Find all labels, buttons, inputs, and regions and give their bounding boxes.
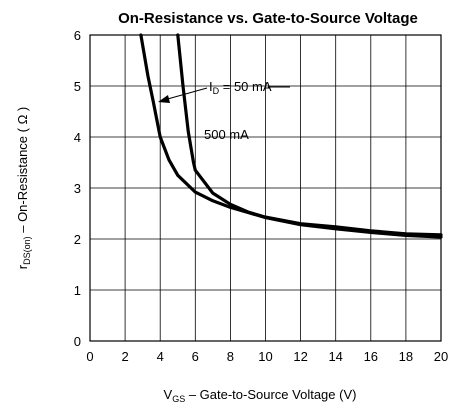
annotation-arrow-line [163,87,208,101]
y-tick-label: 6 [74,28,81,43]
annotation-label-rest: = 50 mA [219,79,272,94]
y-tick-label: 1 [74,283,81,298]
x-axis-label-main: V [164,387,173,402]
x-tick-labels: 0 2 4 6 8 10 12 14 16 18 20 [86,349,448,364]
x-tick-label: 20 [434,349,448,364]
annotation-label-main: I [209,79,213,94]
y-axis-label-sub: DS(on) [22,236,32,265]
x-tick-label: 6 [192,349,199,364]
chart-title: On-Resistance vs. Gate-to-Source Voltage [118,10,418,27]
y-axis-label: rDS(on) – On-Resistance ( Ω ) [15,107,32,270]
x-tick-label: 2 [121,349,128,364]
x-axis-label: VGS – Gate-to-Source Voltage (V) [164,387,357,404]
annotation-label-50ma: ID = 50 mA [209,79,272,96]
annotation-arrowhead [158,95,170,103]
x-tick-label: 16 [364,349,378,364]
annotation-id-50ma: ID = 50 mA [158,79,290,103]
annotation-label-sub: D [213,86,220,96]
y-tick-label: 3 [74,181,81,196]
y-axis-label-rest: – On-Resistance ( Ω ) [15,107,30,237]
series-group [139,33,443,239]
x-tick-label: 18 [399,349,413,364]
y-tick-label: 4 [74,130,81,145]
y-tick-label: 0 [74,334,81,349]
x-tick-label: 4 [157,349,164,364]
x-axis-label-rest: – Gate-to-Source Voltage (V) [185,387,356,402]
x-tick-label: 8 [227,349,234,364]
y-axis-label-main: r [15,264,30,269]
y-tick-label: 2 [74,232,81,247]
x-tick-label: 10 [258,349,272,364]
x-tick-label: 12 [293,349,307,364]
y-tick-labels: 0 1 2 3 4 5 6 [74,28,81,349]
x-axis-label-sub: GS [172,394,185,404]
series-line-50ma [139,33,443,239]
x-tick-label: 14 [328,349,342,364]
series-line-500ma [176,33,443,237]
x-tick-label: 0 [86,349,93,364]
y-tick-label: 5 [74,79,81,94]
annotation-label-500ma: 500 mA [204,127,249,142]
